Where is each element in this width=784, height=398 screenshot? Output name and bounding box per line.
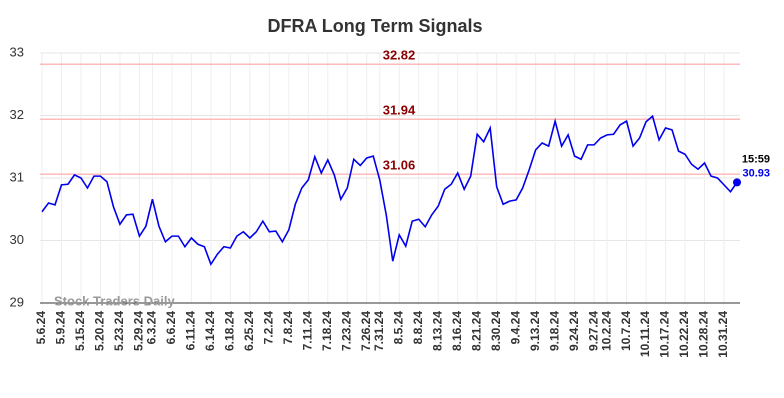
y-tick-label: 30 bbox=[10, 232, 24, 247]
x-tick-label: 6.14.24 bbox=[203, 311, 217, 351]
x-tick-label: 8.8.24 bbox=[411, 311, 425, 345]
x-tick-label: 7.2.24 bbox=[262, 311, 276, 345]
x-tick-label: 6.18.24 bbox=[223, 311, 237, 351]
x-tick-label: 8.13.24 bbox=[430, 311, 444, 351]
x-tick-label: 6.11.24 bbox=[184, 311, 198, 351]
x-tick-label: 10.28.24 bbox=[697, 311, 711, 358]
x-tick-label: 5.15.24 bbox=[73, 311, 87, 351]
x-tick-label: 7.26.24 bbox=[359, 311, 373, 351]
x-tick-label: 8.16.24 bbox=[450, 311, 464, 351]
x-tick-label: 6.6.24 bbox=[164, 311, 178, 345]
x-tick-label: 10.31.24 bbox=[716, 311, 730, 358]
x-tick-label: 5.6.24 bbox=[34, 311, 48, 345]
y-tick-label: 32 bbox=[10, 107, 24, 122]
x-tick-label: 10.17.24 bbox=[658, 311, 672, 358]
x-tick-label: 8.5.24 bbox=[391, 311, 405, 345]
x-tick-label: 5.9.24 bbox=[54, 311, 68, 345]
x-tick-label: 7.18.24 bbox=[320, 311, 334, 351]
x-tick-label: 10.22.24 bbox=[677, 311, 691, 358]
watermark: Stock Traders Daily bbox=[54, 293, 175, 308]
last-point bbox=[733, 178, 741, 187]
last-value-label: 30.93 bbox=[742, 167, 770, 179]
x-tick-label: 7.8.24 bbox=[281, 311, 295, 345]
x-tick-label: 6.3.24 bbox=[145, 311, 159, 345]
signal-label: 31.94 bbox=[383, 103, 416, 118]
y-tick-label: 31 bbox=[10, 169, 24, 184]
x-tick-label: 9.24.24 bbox=[567, 311, 581, 351]
x-tick-label: 7.11.24 bbox=[300, 311, 314, 351]
price-line bbox=[41, 114, 738, 267]
x-tick-label: 7.23.24 bbox=[339, 311, 353, 351]
x-tick-label: 10.7.24 bbox=[619, 311, 633, 351]
x-tick-label: 9.18.24 bbox=[547, 311, 561, 351]
x-tick-label: 9.27.24 bbox=[586, 311, 600, 351]
y-tick-label: 33 bbox=[10, 44, 24, 59]
x-tick-label: 5.29.24 bbox=[132, 311, 146, 351]
signal-label: 31.06 bbox=[383, 158, 416, 173]
y-tick-label: 29 bbox=[10, 294, 24, 309]
x-tick-label: 8.21.24 bbox=[469, 311, 483, 351]
x-tick-label: 7.31.24 bbox=[372, 311, 386, 351]
signal-label: 32.82 bbox=[383, 48, 416, 63]
x-tick-label: 10.11.24 bbox=[638, 311, 652, 357]
x-tick-label: 10.2.24 bbox=[599, 311, 613, 351]
x-tick-label: 6.25.24 bbox=[242, 311, 256, 351]
x-tick-label: 8.30.24 bbox=[489, 311, 503, 351]
chart-title: DFRA Long Term Signals bbox=[267, 16, 482, 36]
x-tick-label: 5.20.24 bbox=[93, 311, 107, 351]
x-tick-label: 5.23.24 bbox=[112, 311, 126, 351]
last-time-label: 15:59 bbox=[742, 153, 770, 165]
x-tick-label: 9.4.24 bbox=[508, 311, 522, 345]
x-tick-label: 9.13.24 bbox=[528, 311, 542, 351]
